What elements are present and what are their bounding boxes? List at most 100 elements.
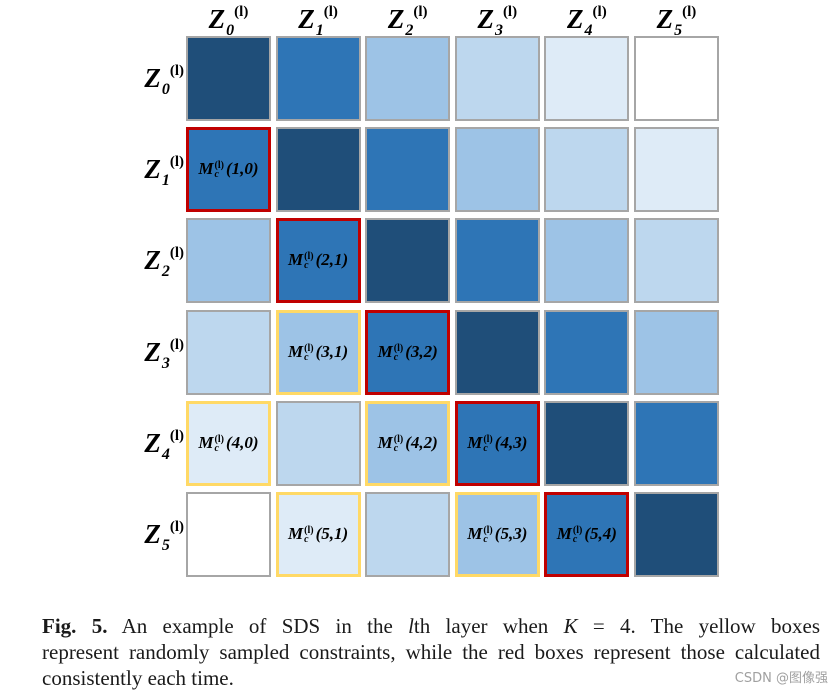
m-superscript: (l) bbox=[214, 433, 224, 445]
column-label-text-3: Z3(l) bbox=[477, 4, 517, 38]
m-symbol: M bbox=[288, 341, 304, 361]
m-subscript: c bbox=[483, 442, 488, 454]
z-superscript: (l) bbox=[682, 3, 697, 20]
z-symbol: Z bbox=[387, 3, 405, 34]
matrix-cell-0-5 bbox=[633, 36, 719, 121]
matrix-cell-5-3: M (l) c (5,3) bbox=[454, 491, 540, 577]
caption-text-1a: An example of SDS in the bbox=[107, 614, 409, 638]
row-label-text-3: Z3(l) bbox=[144, 336, 184, 371]
figure-caption: Fig. 5. An example of SDS in the lth lay… bbox=[42, 613, 820, 691]
m-scripts: (l) c bbox=[483, 524, 493, 545]
figure-number: Fig. 5. bbox=[42, 614, 108, 638]
z-subscript: 4 bbox=[161, 445, 170, 463]
column-label-3: Z3(l) bbox=[455, 0, 540, 38]
m-index-pair: (4,2) bbox=[405, 432, 438, 452]
matrix-cell-5-0 bbox=[186, 491, 271, 577]
column-label-2: Z2(l) bbox=[365, 0, 450, 39]
matrix-cell-3-5 bbox=[633, 309, 719, 395]
matrix-cell-4-2: M (l) c (4,2) bbox=[365, 400, 451, 486]
column-label-4: Z4(l) bbox=[544, 0, 629, 38]
constraint-label-4-2: M (l) c (4,2) bbox=[377, 432, 438, 454]
m-index-pair: (5,3) bbox=[494, 523, 528, 543]
z-symbol: Z bbox=[144, 336, 161, 367]
m-symbol: M bbox=[556, 523, 572, 543]
m-superscript: (l) bbox=[304, 524, 314, 536]
matrix-cell-2-1: M (l) c (2,1) bbox=[275, 218, 361, 304]
caption-line-3: consistently each time. bbox=[42, 666, 234, 690]
z-symbol: Z bbox=[298, 3, 315, 34]
z-symbol: Z bbox=[656, 3, 674, 34]
m-symbol: M bbox=[198, 432, 214, 452]
row-label-text-5: Z5(l) bbox=[144, 519, 184, 553]
constraint-label-5-4: M (l) c (5,4) bbox=[556, 523, 617, 545]
m-subscript: c bbox=[393, 351, 399, 363]
matrix-cell-1-2 bbox=[365, 127, 451, 213]
matrix-cell-1-3 bbox=[454, 127, 540, 213]
matrix-cell-3-0 bbox=[186, 309, 271, 395]
z-superscript: (l) bbox=[169, 427, 184, 444]
column-label-text-4: Z4(l) bbox=[567, 4, 607, 38]
m-index-pair: (5,1) bbox=[315, 523, 349, 543]
m-superscript: (l) bbox=[304, 251, 314, 263]
matrix-cell-4-4 bbox=[544, 400, 630, 486]
caption-text-1c: = 4. The yellow boxes bbox=[577, 614, 820, 638]
matrix-cell-4-0: M (l) c (4,0) bbox=[186, 400, 271, 486]
column-label-0: Z0(l) bbox=[186, 0, 271, 38]
constraint-label-4-3: M (l) c (4,3) bbox=[467, 432, 528, 454]
matrix-cell-0-2 bbox=[365, 36, 451, 121]
matrix-cell-2-0 bbox=[186, 218, 271, 304]
m-subscript: c bbox=[304, 533, 309, 545]
matrix-cell-2-4 bbox=[544, 218, 630, 304]
matrix-cell-2-3 bbox=[454, 218, 540, 304]
row-label-text-4: Z4(l) bbox=[144, 427, 184, 462]
row-labels: Z0(l) Z1(l) Z2(l) Z3(l) Z4(l) Z5(l) bbox=[118, 36, 184, 577]
matrix-cell-3-3 bbox=[454, 309, 540, 395]
constraint-label-4-0: M (l) c (4,0) bbox=[198, 432, 259, 454]
m-scripts: (l) c bbox=[215, 161, 224, 180]
matrix-cell-0-3 bbox=[454, 36, 540, 121]
m-subscript: c bbox=[483, 533, 488, 545]
m-superscript: (l) bbox=[572, 524, 583, 536]
z-subscript: 3 bbox=[161, 354, 170, 372]
m-subscript: c bbox=[214, 442, 219, 454]
m-index-pair: (4,3) bbox=[494, 432, 528, 452]
caption-line-1: Fig. 5. An example of SDS in the lth lay… bbox=[42, 613, 820, 639]
z-symbol: Z bbox=[144, 245, 161, 276]
z-superscript: (l) bbox=[169, 245, 184, 262]
matrix-cell-5-5 bbox=[633, 491, 719, 577]
constraint-label-2-1: M (l) c (2,1) bbox=[288, 251, 348, 271]
matrix-cell-1-4 bbox=[544, 127, 630, 213]
matrix-cell-5-1: M (l) c (5,1) bbox=[275, 491, 361, 577]
m-scripts: (l) c bbox=[393, 343, 403, 363]
z-subscript: 2 bbox=[405, 21, 414, 39]
m-superscript: (l) bbox=[483, 524, 493, 536]
row-label-4: Z4(l) bbox=[118, 401, 184, 486]
m-symbol: M bbox=[198, 159, 214, 179]
matrix-cell-2-2 bbox=[365, 218, 451, 304]
m-index-pair: (4,0) bbox=[226, 432, 259, 452]
m-scripts: (l) c bbox=[214, 433, 224, 454]
row-label-3: Z3(l) bbox=[118, 310, 184, 395]
z-subscript: 5 bbox=[161, 536, 170, 554]
caption-line-2: represent randomly sampled constraints, … bbox=[42, 640, 820, 664]
m-symbol: M bbox=[377, 341, 393, 361]
column-label-text-1: Z1(l) bbox=[298, 3, 338, 38]
constraint-label-5-3: M (l) c (5,3) bbox=[467, 523, 528, 545]
row-label-0: Z0 (l) bbox=[118, 36, 184, 121]
m-scripts: (l) c bbox=[304, 251, 314, 271]
column-label-text-0: Z0(l) bbox=[209, 4, 249, 38]
sds-figure: Z0(l) Z1(l) Z2(l) Z3(l) Z4(l) Z5(l) Z0(l) Z1(l… bbox=[118, 0, 719, 577]
matrix-cell-4-1 bbox=[275, 400, 361, 486]
row-label-text-2: Z2(l) bbox=[144, 245, 184, 280]
m-symbol: M bbox=[377, 432, 393, 452]
m-scripts: (l) c bbox=[572, 524, 583, 544]
column-label-5: Z5(l) bbox=[634, 0, 719, 38]
m-index-pair: (5,4) bbox=[584, 523, 617, 543]
row-label-2: Z2(l) bbox=[118, 218, 184, 303]
z-subscript: 0 bbox=[226, 21, 235, 39]
matrix-cell-5-2 bbox=[365, 491, 451, 577]
caption-text-1b: th layer when bbox=[413, 614, 564, 638]
matrix-cell-5-4: M (l) c (5,4) bbox=[544, 491, 630, 577]
m-index-pair: (1,0) bbox=[226, 159, 259, 179]
m-scripts: (l) c bbox=[304, 343, 313, 362]
